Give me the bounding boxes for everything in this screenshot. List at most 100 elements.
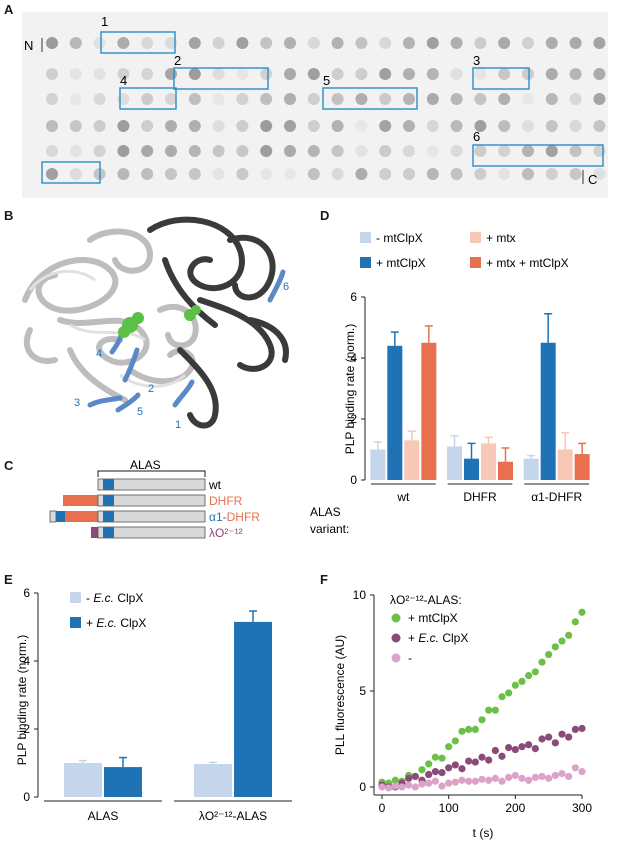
y-tick-label: 0 (359, 780, 366, 794)
x-tick-label: 200 (505, 801, 525, 815)
legend-label-f-1: + E.c. ClpX (408, 631, 468, 645)
scatter-point-series-2 (431, 777, 439, 785)
helix-number-labels: 1 2 3 4 5 6 (74, 281, 289, 431)
scatter-point-series-0 (458, 727, 466, 735)
y-tick-label: 6 (23, 586, 30, 600)
array-spot (93, 37, 106, 49)
array-spot (569, 93, 582, 105)
array-spot (474, 145, 487, 157)
array-spot (545, 37, 558, 49)
array-spot (403, 68, 415, 80)
array-spot (188, 120, 201, 132)
array-spot (403, 37, 415, 49)
y-tick-label: 0 (350, 473, 357, 487)
array-spot (141, 120, 154, 132)
array-spot (545, 120, 558, 132)
array-spot (46, 93, 58, 105)
scatter-point-series-2 (378, 783, 386, 791)
scatter-point-series-0 (511, 681, 519, 689)
array-spot (46, 168, 58, 180)
alas-header: ALAS (130, 458, 161, 472)
array-spot (331, 93, 344, 105)
plot-area-d: 0 2 4 6 wt DHFR α1-DHFR (350, 290, 590, 504)
y-tick-label: 2 (350, 412, 357, 426)
scatter-point-series-2 (438, 782, 446, 790)
bar (557, 449, 573, 480)
array-spot (331, 37, 344, 49)
bar (104, 767, 142, 797)
scatter-point-series-0 (525, 672, 533, 680)
array-spot (69, 93, 82, 105)
array-spot (236, 168, 249, 180)
scatter-point-series-1 (478, 753, 486, 761)
helix-label-6: 6 (283, 281, 289, 293)
array-spot (141, 168, 154, 180)
array-spot (188, 68, 201, 80)
bar (421, 342, 437, 480)
scatter-point-series-2 (578, 768, 586, 776)
bar (574, 454, 590, 480)
highlight-box-label-2: 2 (174, 53, 181, 68)
scatter-point-series-0 (505, 689, 513, 697)
y-tick-label: 6 (350, 290, 357, 304)
scatter-point-series-0 (558, 637, 566, 645)
array-spot (307, 93, 320, 105)
scatter-point-series-0 (431, 753, 439, 761)
bar (387, 345, 403, 480)
legend-swatch-e-0 (70, 592, 81, 603)
array-spot (450, 145, 463, 157)
array-spot (284, 68, 296, 80)
array-spot (545, 145, 558, 157)
construct-wt: wt (97, 478, 222, 492)
bar (370, 449, 386, 480)
array-spot (522, 168, 534, 180)
panel-label-f: F (320, 572, 328, 587)
legend-title-f: λO²⁻¹²-ALAS: (390, 593, 462, 607)
array-spot (355, 93, 368, 105)
scatter-point-series-1 (498, 752, 506, 760)
scatter-point-series-2 (485, 776, 493, 784)
scatter-point-series-2 (525, 776, 533, 784)
legend-label-e-0: - E.c. ClpX (86, 591, 143, 605)
highlight-box-label-1: 1 (101, 14, 108, 29)
scatter-point-series-1 (565, 733, 573, 741)
legend-f: λO²⁻¹²-ALAS: + mtClpX + E.c. ClpX - (390, 593, 468, 665)
scatter-point-series-1 (491, 746, 499, 755)
legend-swatch-d-2 (470, 232, 481, 243)
chart-f: λO²⁻¹²-ALAS: + mtClpX + E.c. ClpX - PLL … (333, 588, 592, 840)
scatter-point-series-2 (571, 764, 579, 772)
array-spot (165, 145, 177, 157)
array-spot (307, 68, 320, 80)
legend-label-d-0: - mtClpX (376, 231, 423, 245)
array-spot (450, 37, 463, 49)
legend-label-f-0: + mtClpX (408, 611, 458, 625)
bar (64, 763, 102, 797)
scatter-point-series-2 (565, 772, 573, 781)
array-spot (307, 37, 320, 49)
helix-label-3: 3 (74, 397, 80, 409)
array-spot (236, 120, 249, 132)
array-spot (165, 120, 177, 132)
array-spot (593, 37, 606, 49)
scatter-point-series-2 (531, 773, 539, 781)
panel-label-d: D (320, 208, 330, 223)
legend-label-d-3: + mtx + mtClpX (486, 256, 569, 270)
x-category-label: DHFR (463, 490, 497, 504)
scatter-point-series-0 (425, 760, 433, 768)
ylabel-d: PLP binding rate (norm.) (343, 324, 357, 455)
highlight-box-6-continued (41, 161, 101, 184)
highlight-box-2 (173, 67, 269, 90)
scatter-point-series-1 (538, 735, 546, 743)
array-spot (522, 120, 534, 132)
bar (447, 446, 462, 480)
scatter-point-series-2 (538, 772, 546, 781)
array-spot (355, 37, 368, 49)
array-spot (593, 93, 606, 105)
array-spot (450, 68, 463, 80)
construct-label-dhfr: DHFR (209, 494, 243, 508)
legend-swatch-d-0 (360, 232, 371, 243)
array-spot (545, 168, 558, 180)
x-tick-label: 300 (572, 801, 592, 815)
helix-label-2: 2 (148, 383, 154, 395)
scatter-point-series-2 (445, 779, 453, 787)
